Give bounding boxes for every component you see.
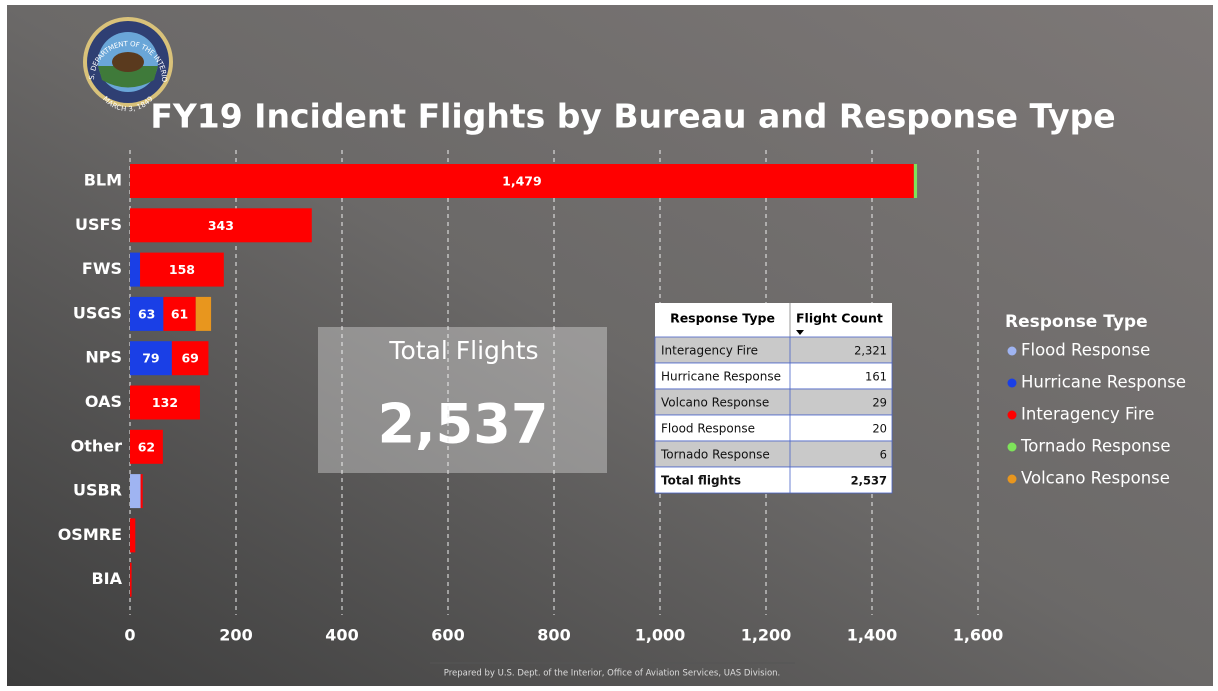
data-label: 62 [138, 439, 155, 454]
data-label: 343 [208, 218, 234, 233]
bar-segment [913, 164, 918, 198]
y-tick-label: OAS [85, 392, 122, 411]
bar-segment [130, 562, 132, 597]
seal-ground [98, 66, 158, 88]
bar-segment [130, 474, 141, 509]
y-tick-label: Other [71, 436, 122, 455]
legend-label: Interagency Fire [1021, 405, 1154, 424]
x-tick-label: 600 [431, 626, 464, 645]
y-tick-label: USGS [73, 303, 122, 322]
legend-swatch [1007, 410, 1017, 420]
table-row [654, 466, 893, 494]
bar-segment [140, 252, 224, 287]
y-tick-label: BLM [84, 171, 122, 190]
table-header: Response Type [670, 311, 775, 326]
table-cell: 6 [880, 448, 887, 462]
bar-segment [195, 296, 212, 331]
footer: Prepared by U.S. Dept. of the Interior, … [444, 669, 781, 679]
legend-label: Flood Response [1021, 341, 1150, 360]
bar-segment [130, 252, 141, 287]
table-header-bg [655, 303, 892, 337]
legend-swatch [1007, 378, 1017, 388]
data-label: 69 [181, 351, 198, 366]
table-cell: Volcano Response [661, 396, 769, 410]
data-label: 79 [142, 351, 159, 366]
table-row [654, 388, 893, 416]
data-label: 63 [138, 306, 155, 321]
table-cell: 2,537 [851, 474, 887, 488]
bar-segment [130, 208, 312, 243]
kpi-box [318, 327, 607, 473]
x-tick-label: 1,400 [847, 626, 898, 645]
legend-title: Response Type [1005, 312, 1148, 332]
table-header: Flight Count [796, 311, 883, 326]
legend-swatch [1007, 474, 1017, 484]
x-tick-label: 1,000 [635, 626, 686, 645]
chart-title: FY19 Incident Flights by Bureau and Resp… [150, 97, 1115, 136]
y-tick-label: OSMRE [58, 525, 122, 544]
kpi-value: 2,537 [378, 393, 549, 456]
x-tick-label: 400 [325, 626, 358, 645]
legend-swatch [1007, 442, 1017, 452]
y-tick-label: FWS [82, 259, 122, 278]
sort-arrow [796, 330, 804, 335]
bar-segment [171, 341, 209, 376]
y-tick-label: BIA [91, 569, 122, 588]
kpi-label: Total Flights [388, 336, 538, 365]
table-cell: Tornado Response [660, 448, 770, 462]
bar-segment [163, 296, 196, 331]
x-tick-label: 200 [219, 626, 252, 645]
table-cell: 29 [872, 396, 887, 410]
bar-segment [140, 474, 143, 509]
kpi-card: Total Flights 2,537 [318, 327, 607, 473]
table-row [654, 336, 893, 364]
bar-segment [130, 385, 200, 420]
bar-segment [130, 164, 914, 198]
y-tick-label: NPS [85, 348, 122, 367]
x-tick-label: 0 [124, 626, 135, 645]
bar-segment [130, 296, 164, 331]
legend-swatch [1007, 346, 1017, 356]
table-cell: Interagency Fire [661, 344, 758, 358]
legend-label: Hurricane Response [1021, 373, 1186, 392]
legend-label: Tornado Response [1020, 437, 1171, 456]
data-label: 158 [169, 262, 195, 277]
x-tick-label: 800 [537, 626, 570, 645]
legend-label: Volcano Response [1021, 469, 1170, 488]
x-tick-label: 1,600 [953, 626, 1004, 645]
table-cell: 20 [872, 422, 887, 436]
y-tick-label: USFS [75, 215, 122, 234]
y-tick-label: USBR [73, 481, 122, 500]
bar-segment [130, 518, 136, 553]
seal-bison [112, 52, 144, 72]
table-cell: Hurricane Response [661, 370, 781, 384]
table-row [654, 414, 893, 442]
data-label: 61 [171, 306, 188, 321]
table-cell: Flood Response [661, 422, 755, 436]
x-tick-label: 1,200 [741, 626, 792, 645]
table-cell: 2,321 [854, 344, 887, 358]
data-label: 1,479 [502, 174, 542, 189]
data-label: 132 [152, 395, 178, 410]
table-cell: Total flights [661, 474, 741, 488]
bar-segment [130, 429, 163, 464]
bar-segment [130, 341, 172, 376]
table-cell: 161 [865, 370, 887, 384]
table-row [654, 362, 893, 390]
